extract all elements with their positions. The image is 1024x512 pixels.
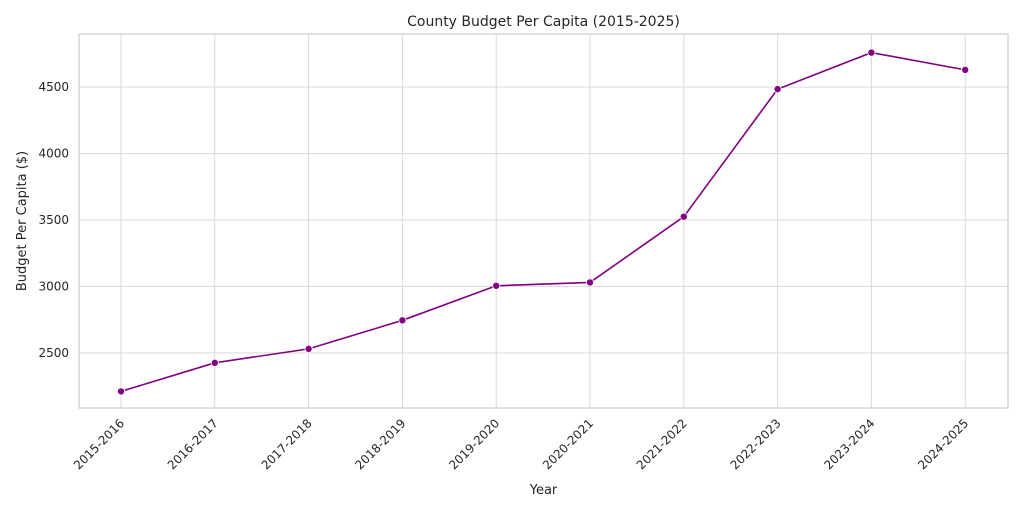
x-tick-label: 2022-2023 [728, 416, 784, 472]
y-axis-label: Budget Per Capita ($) [15, 151, 30, 291]
data-point [586, 278, 595, 287]
y-tick-label: 4500 [38, 80, 69, 94]
x-tick-label: 2019-2020 [446, 416, 502, 472]
series-layer [117, 48, 970, 396]
data-point [773, 85, 782, 94]
x-tick-label: 2020-2021 [540, 416, 596, 472]
x-gridlines [120, 34, 966, 408]
y-tick-label: 2500 [38, 346, 69, 360]
data-point [492, 281, 501, 290]
y-tick-label: 3500 [38, 213, 69, 227]
data-point [398, 316, 407, 325]
plot-frame [78, 33, 1009, 409]
x-tick-labels: 2015-2016 2016-2017 2017-2018 2018-2019 2019… [71, 416, 971, 472]
y-tick-labels: 2500 3000 3500 4000 4500 [38, 80, 69, 360]
data-point [304, 344, 313, 353]
x-tick-label: 2021-2022 [634, 416, 690, 472]
data-point [961, 65, 970, 74]
x-tick-label: 2016-2017 [165, 416, 221, 472]
y-tick-label: 3000 [38, 279, 69, 293]
series-line [120, 51, 966, 393]
data-point [679, 212, 688, 221]
x-tick-label: 2018-2019 [352, 416, 408, 472]
data-point [117, 387, 126, 396]
y-tick-label: 4000 [38, 147, 69, 161]
x-tick-label: 2023-2024 [821, 416, 877, 472]
y-gridlines [79, 86, 1008, 354]
chart-title: County Budget Per Capita (2015-2025) [407, 14, 680, 30]
x-axis-label: Year [529, 483, 558, 498]
data-point [210, 358, 219, 367]
x-tick-label: 2015-2016 [71, 416, 127, 472]
data-point [867, 48, 876, 57]
x-tick-label: 2017-2018 [259, 416, 315, 472]
x-tick-label: 2024-2025 [915, 416, 971, 472]
